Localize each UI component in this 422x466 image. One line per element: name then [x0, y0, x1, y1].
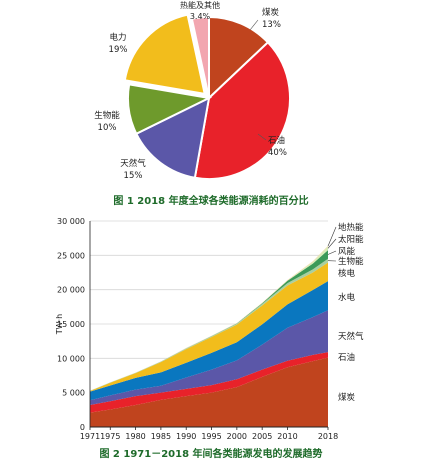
y-tick-label: 20 000: [57, 286, 85, 295]
y-axis-title: TW·h: [55, 314, 64, 335]
leader-line: [327, 250, 337, 255]
pie-label-value: 15%: [124, 171, 143, 181]
pie-label-name: 电力: [109, 32, 126, 43]
x-tick-label: 1995: [201, 432, 221, 441]
pie-slice: [127, 83, 213, 136]
pie-label-name: 生物能: [94, 110, 120, 121]
pie-label-value: 40%: [268, 148, 287, 158]
x-tick-label: 1971: [80, 432, 100, 441]
area-series: [90, 281, 328, 401]
pie-label-value: 13%: [262, 20, 281, 30]
x-tick-label: 2010: [277, 432, 297, 441]
x-tick-label: 1980: [125, 432, 145, 441]
leader-line: [257, 133, 267, 141]
series-label: 天然气: [338, 331, 364, 342]
electricity-generation-area-chart: 0 5 000 10 000 15 000 20 000 25 000 30 000 TW·h…: [55, 217, 364, 441]
leader-line: [327, 226, 337, 247]
pie-label-name: 热能及其他: [180, 0, 220, 10]
series-label: 石油: [338, 352, 355, 363]
area-series: [90, 352, 328, 413]
x-tick-label: 2000: [227, 432, 247, 441]
y-tick-label: 25 000: [57, 251, 85, 260]
pie-label-value: 3.4%: [190, 12, 211, 21]
pie-slice: [193, 40, 291, 180]
pie-label-name: 天然气: [120, 158, 146, 169]
leader-line: [327, 238, 337, 249]
series-label: 地热能: [338, 222, 364, 233]
y-tick-label: 5 000: [62, 389, 85, 398]
area-chart-caption: 图 2 1971－2018 年间各类能源发电的发展趋势: [99, 449, 323, 460]
series-label: 风能: [338, 246, 356, 257]
pie-label-value: 10%: [98, 123, 117, 133]
area-series: [90, 357, 328, 427]
series-label: 生物能: [338, 256, 364, 267]
x-tick-label: 2018: [318, 432, 338, 441]
x-tick-label: 2005: [252, 432, 272, 441]
area-series: [90, 310, 328, 406]
pie-label-value: 19%: [109, 45, 128, 55]
y-tick-label: 15 000: [57, 320, 85, 329]
pie-slice: [123, 13, 206, 96]
y-tick-label: 0: [80, 423, 85, 432]
y-tick-label: 10 000: [57, 354, 85, 363]
pie-label-name: 煤炭: [262, 7, 280, 18]
series-label: 煤炭: [338, 392, 356, 403]
x-tick-label: 1975: [100, 432, 120, 441]
x-tick-label: 1985: [151, 432, 171, 441]
pie-chart-caption: 图 1 2018 年度全球各类能源消耗的百分比: [113, 196, 309, 207]
pie-slice: [134, 96, 211, 179]
x-tick-label: 1990: [176, 432, 196, 441]
pie-slice: [190, 15, 210, 99]
pie-label-name: 石油: [268, 135, 285, 146]
series-label: 水电: [338, 292, 356, 303]
series-label: 太阳能: [338, 234, 364, 245]
energy-consumption-pie-chart: 煤炭 13% 石油 40% 天然气 15% 生物能 10% 电力 19% 热能及其他 3.4%: [94, 0, 291, 181]
leader-line: [249, 19, 259, 31]
series-label: 核电: [338, 268, 356, 279]
y-tick-label: 30 000: [57, 217, 85, 226]
pie-slice: [208, 15, 270, 101]
